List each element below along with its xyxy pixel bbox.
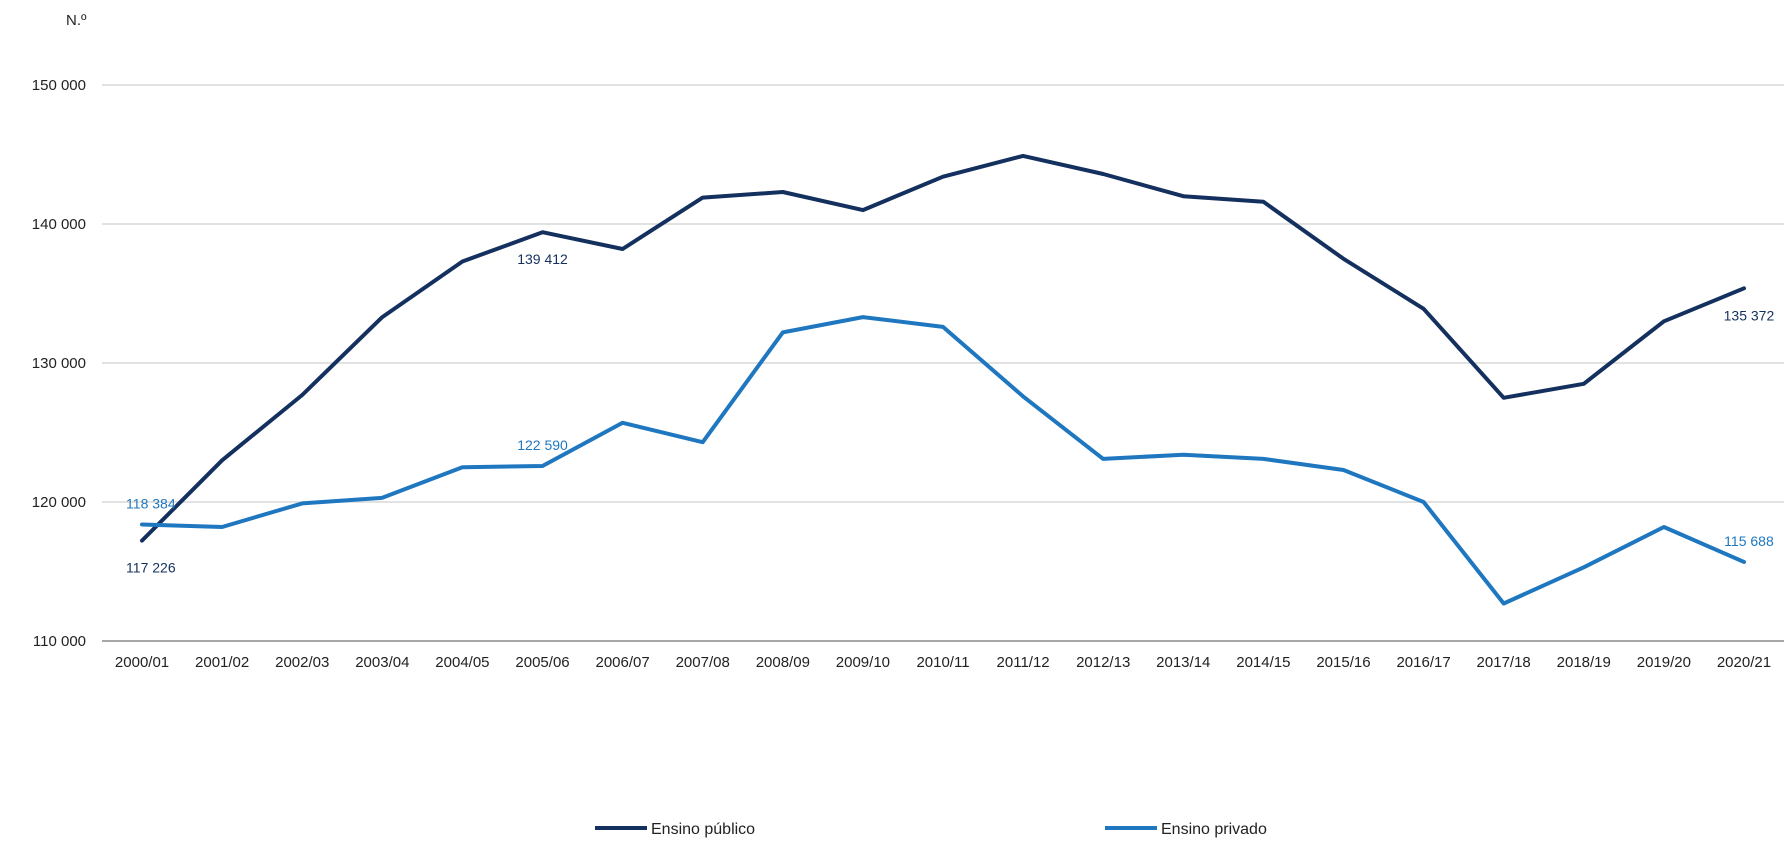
x-tick-label: 2008/09 [756,654,810,671]
x-tick-label: 2013/14 [1156,654,1210,671]
series-line-privado [140,315,1746,606]
x-tick-label: 2012/13 [1076,654,1130,671]
data-label: 117 226 [126,560,176,576]
y-tick-label: 110 000 [33,633,86,650]
data-label: 118 384 [126,495,176,511]
y-tick-label: 130 000 [32,355,86,372]
x-tick-label: 2019/20 [1637,654,1691,671]
x-tick-label: 2011/12 [997,654,1050,671]
legend-label: Ensino público [651,821,755,838]
data-labels: 117 226 139 412 135 372 118 384 122 590 115 6… [126,251,1774,575]
x-tick-label: 2018/19 [1557,654,1611,671]
x-tick-label: 2004/05 [435,654,489,671]
series-line-publico [140,153,1746,543]
y-axis-unit-label: N.º [66,12,87,29]
x-tick-label: 2016/17 [1396,654,1450,671]
x-tick-label: 2007/08 [676,654,730,671]
x-tick-label: 2000/01 [115,654,169,671]
legend-label: Ensino privado [1161,821,1267,838]
y-tick-label: 150 000 [32,77,86,94]
legend-item: Ensino público [595,821,755,838]
x-tick-label: 2014/15 [1236,654,1290,671]
x-tick-label: 2009/10 [836,654,890,671]
y-axis-tick-labels: 110 000 120 000 130 000 140 000 150 000 [32,77,86,650]
data-label: 122 590 [517,437,568,453]
x-tick-label: 2005/06 [515,654,569,671]
x-tick-label: 2002/03 [275,654,329,671]
x-tick-label: 2006/07 [596,654,650,671]
x-tick-label: 2001/02 [195,654,249,671]
data-label: 115 688 [1724,533,1774,549]
x-tick-label: 2003/04 [355,654,409,671]
legend-item: Ensino privado [1105,821,1267,838]
y-tick-label: 120 000 [32,494,86,511]
x-tick-label: 2020/21 [1717,654,1771,671]
x-tick-label: 2010/11 [916,654,969,671]
y-tick-label: 140 000 [32,216,86,233]
x-tick-label: 2015/16 [1316,654,1370,671]
series-lines [140,153,1746,606]
x-axis-tick-labels: 2000/01 2001/02 2002/03 2003/04 2004/05 2005/… [115,654,1771,671]
legend: Ensino público Ensino privado [595,821,1267,838]
data-label: 139 412 [517,251,568,267]
x-tick-label: 2017/18 [1477,654,1531,671]
data-label: 135 372 [1724,307,1775,323]
gridlines [102,84,1784,503]
